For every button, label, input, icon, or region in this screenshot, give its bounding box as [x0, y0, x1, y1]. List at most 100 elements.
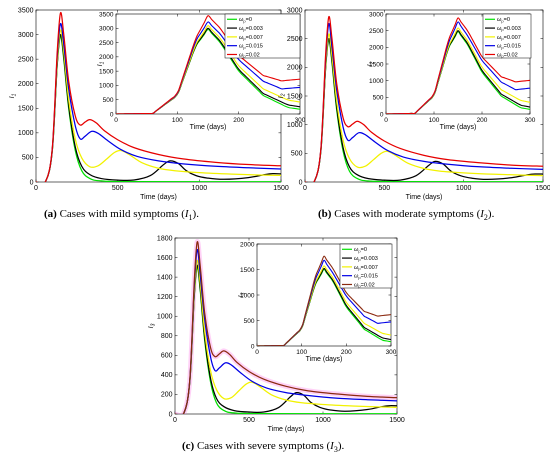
panel-a-main-ytick-label: 0: [30, 179, 34, 186]
panel-a-main-xtick-label: 1500: [273, 185, 289, 192]
panel-a-legend-label-3: ωp=0.015: [239, 44, 263, 50]
panel-b-inset-ytick-label: 0: [380, 111, 384, 118]
panel-a-legend-label-1: ωp=0.003: [239, 26, 263, 32]
panel-b-inset-xtick-label: 100: [429, 117, 440, 124]
panel-c-inset-xtick-label: 200: [341, 349, 352, 356]
panel-b-inset-ylabel: I2: [367, 61, 376, 66]
panel-b-main-xlabel: Time (days): [406, 194, 443, 201]
panel-c-main-line-1: [175, 264, 397, 414]
panel-c-main-ytick-label: 200: [161, 392, 173, 399]
panel-c-main-xlabel: Time (days): [268, 426, 305, 433]
panel-a-inset-ytick-label: 3000: [99, 26, 114, 33]
panel-a-main-ytick-label: 2000: [18, 81, 34, 88]
panel-b-inset-xtick-label: 200: [477, 117, 488, 124]
panel-a-inset-series: [116, 15, 300, 114]
panel-c-legend-label-3: ωp=0.015: [354, 274, 378, 280]
panel-c-legend-box: [339, 243, 393, 289]
panel-c-main-ytick-label: 1400: [157, 274, 173, 281]
panel-a-main-ytick-label: 1000: [18, 130, 34, 137]
panel-b-inset-xtick-label: 0: [384, 117, 388, 124]
panel-b-legend-label-1: ωp=0.003: [497, 26, 521, 32]
panel-c-legend-label-0: ωp=0: [354, 247, 367, 253]
panel-b-legend-label-4: ωp=0.02: [497, 52, 518, 58]
panel-c-main-ytick-label: 1200: [157, 294, 173, 301]
panel-b-inset-ytick-label: 500: [373, 95, 384, 102]
panel-a-inset-ytick-label: 1500: [99, 68, 114, 75]
panel-a-inset-xtick-label: 0: [114, 117, 118, 124]
panel-b-legend-label-3: ωp=0.015: [497, 44, 521, 50]
panel-c-main-ytick-label: 0: [169, 411, 173, 418]
panel-a-inset-ytick-label: 3500: [99, 11, 114, 18]
panel-b-legend-box: [482, 13, 532, 59]
panel-c-main-xtick-label: 1500: [389, 417, 405, 424]
panel-c-main-ytick-label: 1000: [157, 314, 173, 321]
panel-a-inset-xlabel: Time (days): [190, 124, 227, 131]
panel-a-legend-label-0: ωp=0: [239, 17, 252, 23]
panel-a-main-ytick-label: 1500: [18, 106, 34, 113]
panel-b-main-line-4: [305, 15, 543, 182]
panel-c-legend: ωp=0 ωp=0.003 ωp=0.007 ωp=0.015 ωp=0.02: [339, 243, 393, 289]
panel-a-main-xtick-label: 1000: [192, 185, 208, 192]
panel-b-legend-label-2: ωp=0.007: [497, 35, 521, 41]
panel-b-main-ytick-label: 2000: [287, 65, 303, 72]
panel-a-main-xtick-label: 500: [112, 185, 124, 192]
panel-b-inset-xtick-label: 300: [525, 117, 536, 124]
panel-b-main-xtick-label: 1000: [456, 185, 472, 192]
panel-c-main-ytick-label: 400: [161, 372, 173, 379]
panel-c-main-ytick-label: 800: [161, 333, 173, 340]
panel-c-inset-xlabel: Time (days): [306, 356, 343, 363]
panel-b-main-xtick-label: 1500: [535, 185, 550, 192]
panel-b-main-ylabel: I2: [278, 93, 287, 98]
panel-a-main-line-1: [36, 33, 281, 182]
panel-c-inset-xtick-label: 100: [296, 349, 307, 356]
panel-c-main-line-4: [175, 241, 397, 414]
panel-a-inset-ytick-label: 2000: [99, 54, 114, 61]
panel-a-legend-label-2: ωp=0.007: [239, 35, 263, 41]
panel-c-inset-ytick-label: 0: [251, 343, 255, 350]
panel-c-main-ytick-label: 600: [161, 353, 173, 360]
panel-c-legend-label-1: ωp=0.003: [354, 256, 378, 262]
panel-c-main-ytick-label: 1800: [157, 235, 173, 242]
panel-a-inset-xtick-label: 300: [295, 117, 306, 124]
panel-c-inset-line-4: [257, 255, 391, 346]
panel-a-inset-xtick-label: 200: [233, 117, 244, 124]
panel-c-inset-ylabel: I3: [238, 292, 247, 297]
panel-c-inset-ytick-label: 2000: [240, 241, 255, 248]
panel-a-inset-line-4: [116, 15, 300, 114]
panel-a-inset-xtick-label: 100: [172, 117, 183, 124]
panel-b-main-ytick-label: 0: [299, 179, 303, 186]
panel-a-inset-axes: 0 100 200 3000500100015002000250030003500Ti…: [97, 11, 306, 131]
panel-b-inset-ytick-label: 2000: [369, 45, 384, 52]
panel-c-inset-xtick-label: 0: [255, 349, 259, 356]
panel-a-main-line-4: [36, 11, 281, 182]
panel-a-inset-ytick-label: 500: [103, 97, 114, 104]
panel-a-main-xlabel: Time (days): [140, 194, 177, 201]
panel-c-main-xtick-label: 500: [243, 417, 255, 424]
panel-b-legend-label-0: ωp=0: [497, 17, 510, 23]
panel-b-main-ytick-label: 1500: [287, 93, 303, 100]
panel-c-main-ylabel: I3: [148, 323, 157, 328]
panel-a-legend: ωp=0 ωp=0.003 ωp=0.007 ωp=0.015 ωp=0.02: [224, 13, 301, 59]
panel-a-inset-ylabel: I1: [97, 61, 106, 66]
caption-c: (c) Cases with severe symptoms (I3).: [182, 440, 345, 455]
panel-b-main-xtick-label: 500: [378, 185, 390, 192]
panel-a-inset-ytick-label: 1000: [99, 83, 114, 90]
panel-b-legend: ωp=0 ωp=0.003 ωp=0.007 ωp=0.015 ωp=0.02: [482, 13, 532, 59]
panel-c-main-series: [175, 239, 397, 414]
caption-a: (a) Cases with mild symptoms (I1).: [44, 208, 199, 223]
panel-c-legend-label-4: ωp=0.02: [354, 282, 375, 288]
panel-c-main-xtick-label: 0: [173, 417, 177, 424]
caption-b: (b) Cases with moderate symptoms (I2).: [318, 208, 495, 223]
panel-a-main-ytick-label: 2500: [18, 56, 34, 63]
panel-b-main-ytick-label: 1000: [287, 122, 303, 129]
panel-a-main-ytick-label: 3500: [18, 7, 34, 14]
panel-c-inset-ytick-label: 1000: [240, 292, 255, 299]
panel-a-main-ytick-label: 500: [22, 155, 34, 162]
panel-a-legend-box: [224, 13, 301, 59]
panel-b-main-series: [305, 15, 543, 182]
panel-b-main-ytick-label: 500: [291, 151, 303, 158]
panel-b-inset-xlabel: Time (days): [440, 124, 477, 131]
panel-a-inset-ytick-label: 2500: [99, 40, 114, 47]
panel-b-main-ytick-label: 3000: [287, 7, 303, 14]
panel-b-inset-line-4: [386, 17, 530, 114]
